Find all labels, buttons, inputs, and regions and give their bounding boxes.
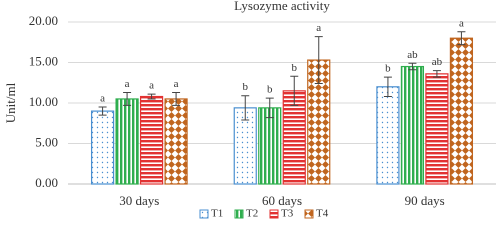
error-bar [457, 31, 466, 46]
error-bar [314, 36, 323, 85]
x-tick-label: 30 days [119, 193, 159, 208]
significance-letter: ab [432, 56, 443, 68]
bar [90, 110, 115, 185]
x-tick-label: 90 days [405, 193, 445, 208]
chart: Lysozyme activity Unit/ml 0.00 5.00 10.00 1… [3, 0, 496, 220]
bar [400, 65, 425, 185]
significance-letter: a [316, 22, 321, 34]
y-tick-label: 5.00 [35, 134, 58, 149]
error-bar [290, 75, 299, 106]
error-bar [241, 95, 250, 121]
bar [425, 73, 449, 185]
error-bar [432, 70, 441, 78]
y-tick-label: 10.00 [29, 94, 58, 109]
significance-letter: ab [407, 49, 418, 61]
bar [449, 37, 474, 185]
significance-letter: a [174, 78, 179, 90]
legend-swatch [269, 209, 279, 219]
significance-letter: a [125, 78, 130, 90]
chart-title: Lysozyme activity [234, 0, 330, 13]
legend-swatch [234, 209, 244, 219]
error-bar [147, 93, 156, 100]
error-bar [123, 91, 132, 106]
bar [258, 107, 282, 185]
error-bar [172, 91, 181, 106]
legend-label: T1 [211, 208, 223, 220]
significance-letter: a [100, 93, 105, 105]
legend-swatch [304, 209, 314, 219]
significance-letter: b [292, 62, 298, 74]
significance-letter: b [385, 63, 391, 75]
bar [115, 98, 139, 185]
significance-letter: b [267, 84, 273, 96]
significance-letter: a [149, 80, 154, 92]
error-bar [98, 106, 107, 116]
legend-label: T4 [316, 208, 329, 220]
legend-label: T2 [246, 208, 258, 220]
significance-letter: a [459, 17, 464, 29]
y-tick-label: 0.00 [35, 175, 58, 190]
y-tick-label: 20.00 [29, 13, 58, 28]
error-bar [265, 97, 274, 119]
y-axis-label: Unit/ml [3, 82, 18, 123]
error-bar [408, 62, 417, 71]
y-tick-label: 15.00 [29, 53, 58, 68]
legend-label: T3 [281, 208, 294, 220]
bar [139, 95, 164, 185]
significance-letter: b [243, 81, 249, 93]
bar [164, 98, 188, 185]
error-bar [383, 76, 392, 98]
x-tick-label: 60 days [262, 193, 302, 208]
legend-swatch [199, 209, 209, 219]
bar [376, 86, 400, 185]
